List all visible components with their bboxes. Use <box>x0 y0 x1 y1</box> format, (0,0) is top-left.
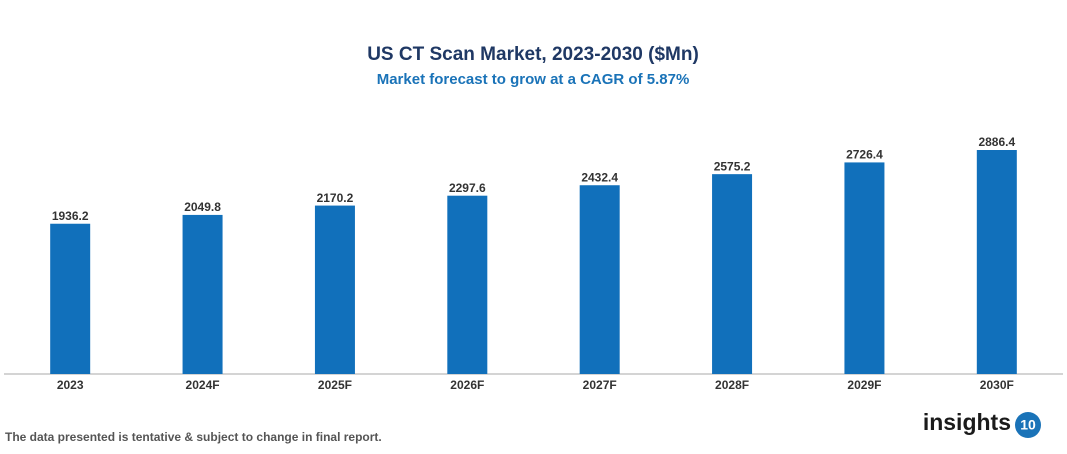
bar <box>844 162 885 374</box>
bar <box>50 223 91 374</box>
bar <box>447 195 488 374</box>
bar <box>712 174 753 374</box>
value-label: 2432.4 <box>581 170 618 184</box>
chart-subtitle: Market forecast to grow at a CAGR of 5.8… <box>377 71 690 88</box>
x-tick-label: 2025F <box>318 378 352 392</box>
bar <box>182 214 223 374</box>
value-label: 2049.8 <box>184 200 221 214</box>
bar <box>314 205 355 374</box>
logo-badge <box>1015 412 1041 438</box>
footnote: The data presented is tentative & subjec… <box>5 430 382 444</box>
x-tick-label: 2024F <box>186 378 220 392</box>
x-tick-label: 2028F <box>715 378 749 392</box>
value-label: 2170.2 <box>317 191 354 205</box>
x-tick-label: 2030F <box>980 378 1014 392</box>
x-tick-label: 2029F <box>847 378 881 392</box>
value-label: 2726.4 <box>846 148 883 162</box>
value-label: 2297.6 <box>449 181 486 195</box>
bar <box>976 150 1017 374</box>
chart-title: US CT Scan Market, 2023-2030 ($Mn) <box>367 44 699 65</box>
value-label: 1936.2 <box>52 209 89 223</box>
bar <box>579 185 620 374</box>
logo-badge-text: 10 <box>1020 417 1036 433</box>
x-tick-label: 2026F <box>450 378 484 392</box>
x-tick-label: 2027F <box>583 378 617 392</box>
value-label: 2886.4 <box>978 135 1015 149</box>
logo-text: insights <box>923 409 1011 435</box>
x-tick-label: 2023 <box>57 378 84 392</box>
value-label: 2575.2 <box>714 159 751 173</box>
